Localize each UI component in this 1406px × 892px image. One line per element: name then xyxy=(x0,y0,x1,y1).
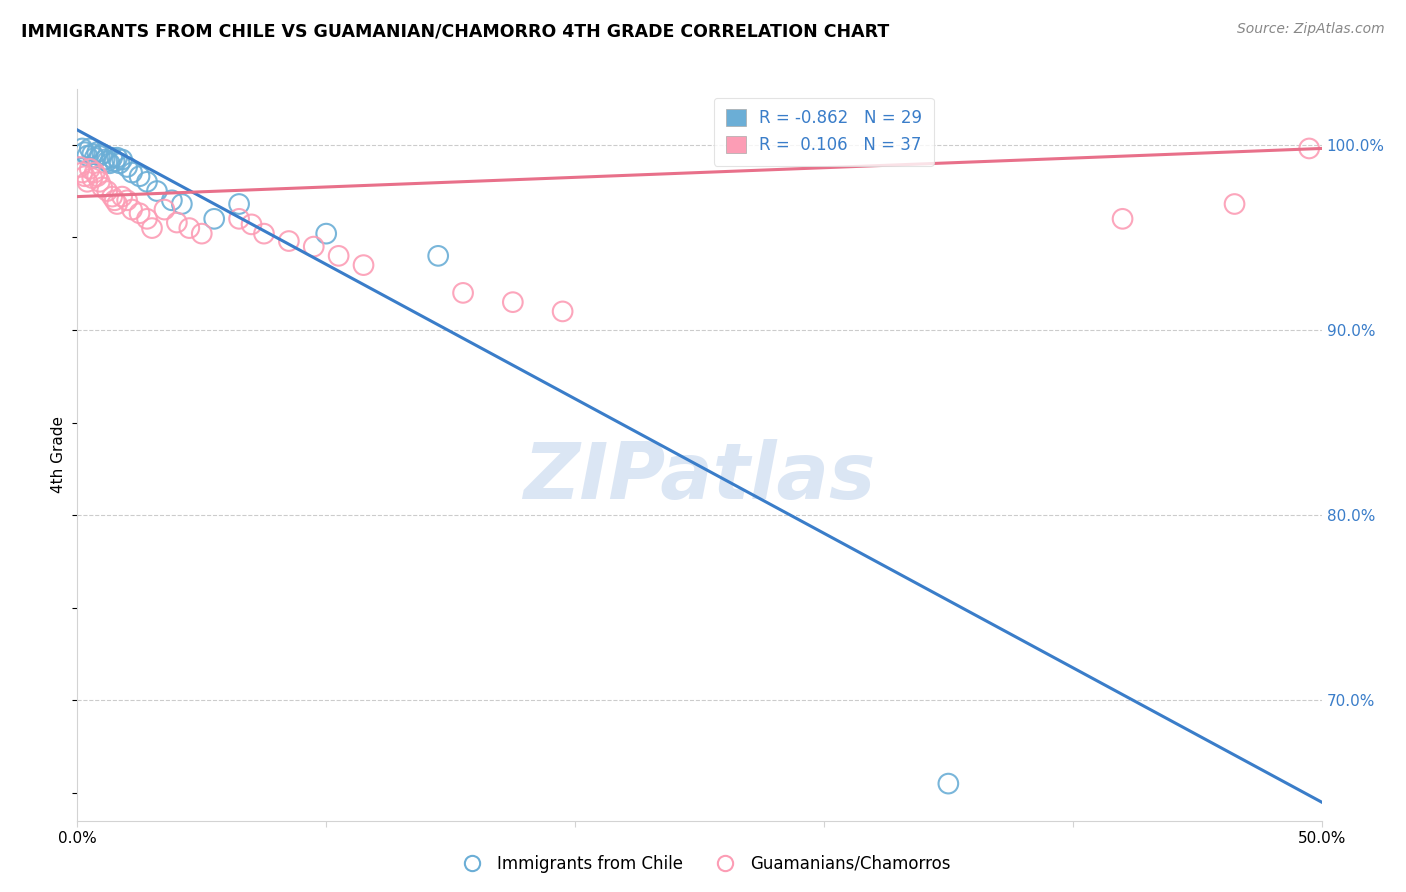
Point xyxy=(96,184,118,198)
Point xyxy=(121,202,143,217)
Point xyxy=(82,171,104,186)
Point xyxy=(427,249,450,263)
Point xyxy=(136,211,159,226)
Point xyxy=(82,147,104,161)
Y-axis label: 4th Grade: 4th Grade xyxy=(51,417,66,493)
Point xyxy=(83,151,105,165)
Point xyxy=(228,197,250,211)
Point xyxy=(141,221,163,235)
Point xyxy=(83,165,105,179)
Point xyxy=(228,211,250,226)
Point xyxy=(353,258,375,272)
Point xyxy=(1111,211,1133,226)
Point xyxy=(76,149,98,163)
Point xyxy=(502,295,524,310)
Point xyxy=(91,180,114,194)
Legend: Immigrants from Chile, Guamanians/Chamorros: Immigrants from Chile, Guamanians/Chamor… xyxy=(449,848,957,880)
Point xyxy=(72,165,94,179)
Point xyxy=(1298,141,1320,155)
Point xyxy=(1223,197,1246,211)
Text: IMMIGRANTS FROM CHILE VS GUAMANIAN/CHAMORRO 4TH GRADE CORRELATION CHART: IMMIGRANTS FROM CHILE VS GUAMANIAN/CHAMO… xyxy=(21,22,890,40)
Point xyxy=(105,151,128,165)
Point xyxy=(111,153,134,167)
Point xyxy=(93,153,115,167)
Point xyxy=(302,239,325,253)
Point xyxy=(136,175,159,189)
Point xyxy=(69,160,91,174)
Point xyxy=(89,149,111,163)
Point xyxy=(108,156,131,170)
Text: ZIPatlas: ZIPatlas xyxy=(523,439,876,515)
Point xyxy=(104,154,127,169)
Text: Source: ZipAtlas.com: Source: ZipAtlas.com xyxy=(1237,22,1385,37)
Point xyxy=(101,189,124,203)
Point xyxy=(551,304,574,318)
Point xyxy=(240,218,263,232)
Point xyxy=(73,145,96,160)
Point xyxy=(146,184,169,198)
Point xyxy=(191,227,214,241)
Point xyxy=(76,175,98,189)
Point xyxy=(170,197,193,211)
Legend: R = -0.862   N = 29, R =  0.106   N = 37: R = -0.862 N = 29, R = 0.106 N = 37 xyxy=(714,97,934,166)
Point xyxy=(938,776,960,790)
Point xyxy=(202,211,225,226)
Point xyxy=(101,151,124,165)
Point xyxy=(451,285,474,300)
Point xyxy=(96,154,118,169)
Point xyxy=(115,160,138,174)
Point xyxy=(105,197,128,211)
Point xyxy=(91,147,114,161)
Point xyxy=(98,156,121,170)
Point xyxy=(111,189,134,203)
Point xyxy=(121,165,143,179)
Point xyxy=(253,227,276,241)
Point xyxy=(128,169,150,184)
Point xyxy=(86,145,108,160)
Point xyxy=(315,227,337,241)
Point xyxy=(86,169,108,184)
Point xyxy=(72,141,94,155)
Point xyxy=(89,175,111,189)
Point xyxy=(115,194,138,208)
Point xyxy=(328,249,350,263)
Point xyxy=(79,161,101,176)
Point xyxy=(153,202,176,217)
Point xyxy=(128,206,150,220)
Point xyxy=(277,234,299,248)
Point xyxy=(79,141,101,155)
Point xyxy=(73,169,96,184)
Point xyxy=(104,194,127,208)
Point xyxy=(166,215,188,229)
Point xyxy=(160,194,183,208)
Point xyxy=(179,221,201,235)
